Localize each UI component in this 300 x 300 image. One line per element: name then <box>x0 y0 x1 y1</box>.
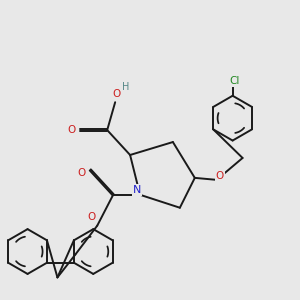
Text: Cl: Cl <box>229 76 239 86</box>
Text: O: O <box>216 171 224 181</box>
Text: O: O <box>78 168 86 178</box>
Text: H: H <box>122 82 129 92</box>
Text: O: O <box>88 212 96 222</box>
Text: N: N <box>133 185 141 195</box>
Text: O: O <box>112 89 121 99</box>
Text: O: O <box>68 125 76 135</box>
